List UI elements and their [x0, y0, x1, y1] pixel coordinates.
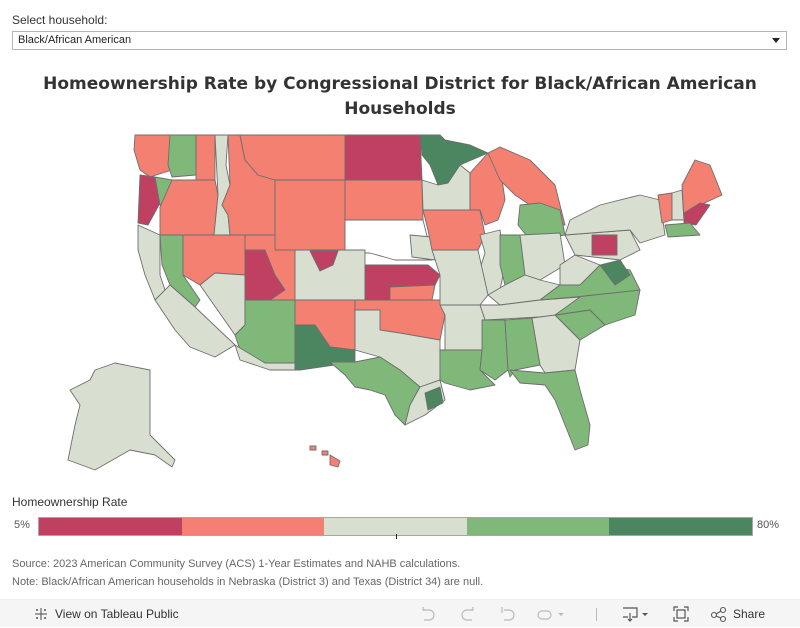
chart-title-line2: Households	[344, 99, 456, 119]
region-wa-east[interactable]	[195, 134, 216, 181]
redo-button[interactable]	[459, 600, 477, 628]
redo-icon	[461, 607, 474, 621]
region-hi-small2[interactable]	[309, 445, 317, 451]
region-wa-central[interactable]	[167, 134, 197, 178]
legend-segment-very-high	[609, 518, 752, 535]
region-wa-west[interactable]	[133, 134, 173, 178]
fullscreen-button[interactable]	[672, 600, 690, 628]
district-map[interactable]	[0, 125, 800, 485]
legend-color-bar	[38, 517, 753, 536]
region-co-north[interactable]	[309, 250, 339, 272]
region-ks-south[interactable]	[389, 284, 436, 301]
region-ak[interactable]	[67, 362, 176, 471]
chart-title-line1: Homeownership Rate by Congressional Dist…	[43, 74, 757, 94]
household-select[interactable]: Black/African American	[12, 31, 787, 50]
region-nc[interactable]	[554, 289, 641, 326]
region-pa-central[interactable]	[591, 234, 618, 256]
legend-segment-high	[466, 518, 610, 535]
region-nd[interactable]	[344, 134, 423, 181]
region-ms[interactable]	[479, 319, 509, 381]
region-fl[interactable]	[509, 369, 591, 451]
revert-icon	[501, 607, 515, 621]
source-note: Source: 2023 American Community Survey (…	[12, 558, 461, 570]
revert-button[interactable]	[499, 600, 517, 628]
region-tx-houston[interactable]	[424, 386, 444, 411]
undo-button[interactable]	[419, 600, 437, 628]
legend-title: Homeownership Rate	[12, 495, 128, 509]
chart-title: Homeownership Rate by Congressional Dist…	[0, 72, 800, 122]
chevron-down-icon[interactable]	[772, 38, 780, 43]
region-ar[interactable]	[439, 304, 486, 351]
view-on-tableau-public-link[interactable]: View on Tableau Public	[32, 600, 179, 628]
download-button[interactable]	[621, 600, 653, 628]
region-md[interactable]	[599, 259, 631, 286]
legend-min-label: 5%	[14, 519, 30, 531]
view-on-tableau-public-label: View on Tableau Public	[55, 607, 179, 621]
region-sd[interactable]	[344, 179, 424, 221]
refresh-button[interactable]	[536, 600, 566, 628]
region-me-south[interactable]	[683, 202, 711, 226]
region-wv[interactable]	[559, 254, 601, 286]
download-icon	[623, 607, 648, 622]
region-or-coast[interactable]	[137, 174, 161, 226]
share-button[interactable]: Share	[710, 600, 765, 628]
legend-segment-very-low	[39, 518, 182, 535]
region-ma[interactable]	[664, 222, 701, 238]
region-wy[interactable]	[274, 179, 346, 251]
region-ia[interactable]	[422, 209, 486, 251]
region-oh[interactable]	[519, 232, 566, 281]
refresh-icon	[537, 610, 564, 620]
region-hi[interactable]	[329, 454, 341, 468]
legend-midpoint-tick	[396, 534, 397, 539]
household-select-value: Black/African American	[18, 34, 132, 46]
region-ca-south[interactable]	[154, 284, 236, 358]
region-nm-south[interactable]	[294, 324, 356, 371]
region-mo[interactable]	[431, 249, 489, 306]
undo-icon	[422, 607, 435, 621]
null-note: Note: Black/African American households …	[12, 576, 484, 588]
toolbar-separator	[596, 608, 597, 621]
legend-segment-mid	[324, 518, 467, 535]
share-icon	[710, 606, 727, 623]
share-label: Share	[733, 607, 766, 621]
region-ny[interactable]	[564, 194, 666, 244]
region-hi-small[interactable]	[321, 450, 329, 456]
tableau-toolbar: View on Tableau Public Share	[0, 599, 800, 627]
filter-label: Select household:	[12, 13, 108, 27]
fullscreen-icon	[673, 606, 689, 622]
region-or-east[interactable]	[159, 179, 219, 236]
legend-segment-low	[181, 518, 325, 535]
legend-max-label: 80%	[757, 519, 780, 531]
tableau-logo-icon	[35, 608, 47, 620]
